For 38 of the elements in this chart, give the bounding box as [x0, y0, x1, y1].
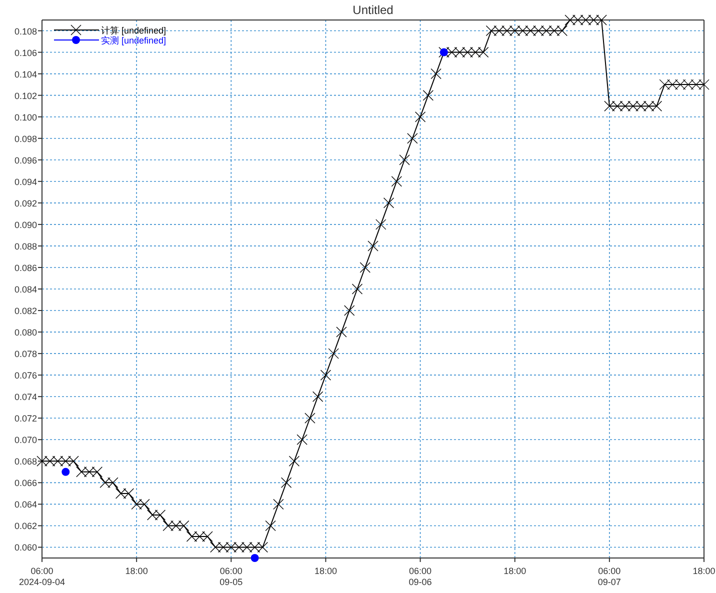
y-tick-label: 0.072 [14, 414, 37, 424]
y-tick-label: 0.084 [14, 284, 37, 294]
chart-title: Untitled [352, 3, 394, 17]
y-tick-label: 0.094 [14, 176, 37, 187]
y-tick-label: 0.098 [14, 134, 37, 144]
y-tick-label: 0.090 [14, 220, 37, 230]
x-tick-label: 18:00 [504, 566, 526, 576]
y-tick-label: 0.104 [14, 69, 37, 80]
y-tick-label: 0.062 [14, 521, 37, 532]
x-tick-label: 06:00 09-06 [408, 566, 432, 587]
x-tick-label: 06:00 2024-09-04 [18, 566, 66, 587]
y-tick-label: 0.074 [14, 392, 37, 402]
y-tick-label: 0.080 [14, 328, 37, 338]
y-tick-label: 0.088 [14, 241, 37, 252]
y-tick-label: 0.086 [14, 262, 37, 273]
point [250, 554, 259, 562]
y-tick-label: 0.096 [14, 155, 37, 166]
y-tick-label: 0.082 [14, 306, 37, 316]
x-tick-label: 06:00 09-07 [598, 566, 621, 587]
x-tick-label: 18:00 [125, 566, 148, 576]
y-tick-label: 0.064 [14, 500, 37, 510]
y-tick-label: 0.070 [14, 435, 37, 446]
x-tick-label: 06:00 09-05 [220, 566, 243, 587]
legend-label: 计算 [undefined] [101, 26, 166, 36]
y-tick-label: 0.100 [14, 112, 37, 122]
y-tick-label: 0.092 [14, 198, 37, 208]
y-tick-label: 0.066 [14, 478, 37, 488]
y-tick-label: 0.102 [14, 90, 37, 101]
x-tick-label: 18:00 [314, 566, 337, 576]
y-tick-label: 0.078 [14, 349, 37, 360]
legend-label: 实测 [undefined] [101, 36, 166, 46]
y-tick-label: 0.060 [14, 542, 37, 553]
x-tick-label: 18:00 [692, 566, 716, 576]
point [62, 468, 70, 476]
y-tick-label: 0.068 [14, 456, 37, 467]
y-tick-label: 0.108 [14, 26, 37, 36]
y-tick-label: 0.106 [14, 48, 37, 58]
y-tick-label: 0.076 [14, 370, 37, 381]
